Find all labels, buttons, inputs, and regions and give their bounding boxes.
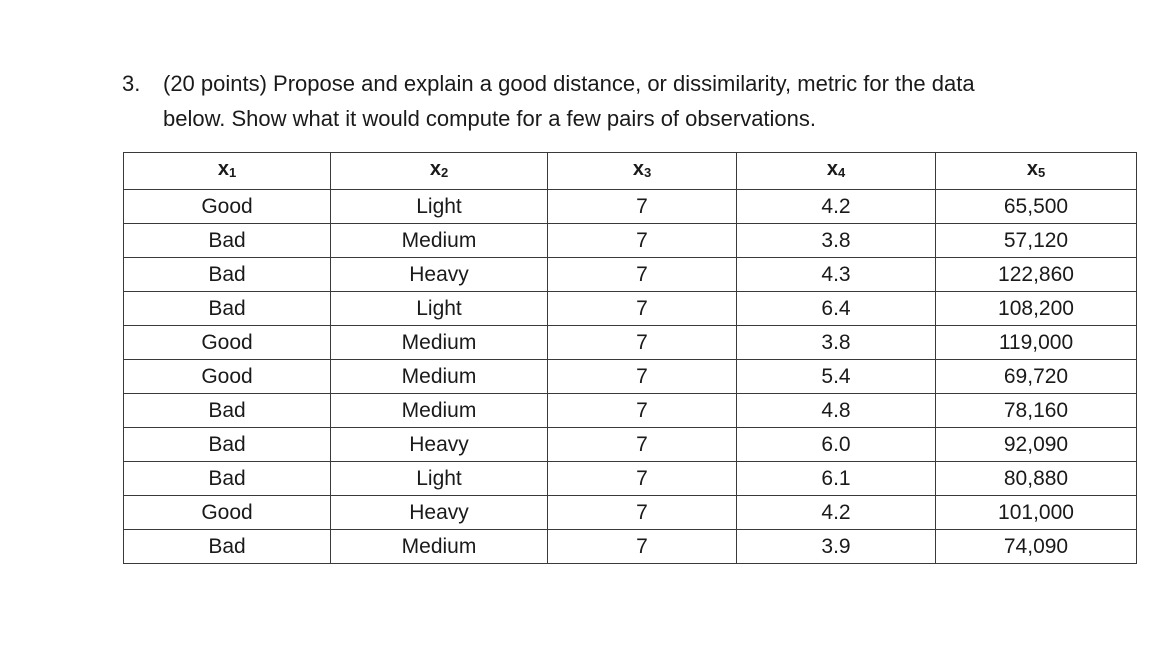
table-cell-x1: Good <box>123 325 331 360</box>
table-cell-x4: 3.8 <box>736 223 936 258</box>
table-cell-x3: 7 <box>547 495 737 530</box>
table-cell-x1: Good <box>123 189 331 224</box>
table-cell-x3: 7 <box>547 189 737 224</box>
table-cell-x4: 3.9 <box>736 529 936 564</box>
table-cell-x2: Medium <box>330 359 548 394</box>
table-cell-x3: 7 <box>547 223 737 258</box>
column-header-x3: x3 <box>547 152 737 190</box>
table-row: Good Medium 7 3.8 119,000 <box>123 325 1137 360</box>
table-cell-x5: 122,860 <box>935 257 1137 292</box>
table-row: Good Heavy 7 4.2 101,000 <box>123 495 1137 530</box>
table-cell-x4: 6.4 <box>736 291 936 326</box>
table-cell-x2: Heavy <box>330 495 548 530</box>
table-cell-x1: Bad <box>123 291 331 326</box>
question-prompt-line-1: (20 points) Propose and explain a good d… <box>163 71 975 96</box>
table-row: Good Medium 7 5.4 69,720 <box>123 359 1137 394</box>
table-cell-x5: 57,120 <box>935 223 1137 258</box>
table-cell-x4: 3.8 <box>736 325 936 360</box>
table-row: Good Light 7 4.2 65,500 <box>123 189 1137 224</box>
table-cell-x2: Medium <box>330 223 548 258</box>
table-row: Bad Heavy 7 4.3 122,860 <box>123 257 1137 292</box>
table-cell-x1: Bad <box>123 529 331 564</box>
table-cell-x5: 101,000 <box>935 495 1137 530</box>
table-cell-x2: Light <box>330 189 548 224</box>
table-cell-x5: 92,090 <box>935 427 1137 462</box>
table-cell-x5: 108,200 <box>935 291 1137 326</box>
table-row: Bad Medium 7 4.8 78,160 <box>123 393 1137 428</box>
question-text: 3. (20 points) Propose and explain a goo… <box>122 66 1122 136</box>
table-cell-x4: 5.4 <box>736 359 936 394</box>
table-cell-x1: Bad <box>123 257 331 292</box>
table-cell-x5: 80,880 <box>935 461 1137 496</box>
table-cell-x3: 7 <box>547 291 737 326</box>
table-row: Bad Light 7 6.1 80,880 <box>123 461 1137 496</box>
table-cell-x5: 119,000 <box>935 325 1137 360</box>
table-cell-x3: 7 <box>547 257 737 292</box>
data-table: x1 x2 x3 x4 x5 Good Light 7 4.2 65,500 Bad Med… <box>123 152 1137 564</box>
column-header-x2: x2 <box>330 152 548 190</box>
table-row: Bad Light 7 6.4 108,200 <box>123 291 1137 326</box>
table-cell-x4: 4.2 <box>736 495 936 530</box>
table-cell-x1: Good <box>123 495 331 530</box>
table-cell-x3: 7 <box>547 529 737 564</box>
table-row: Bad Heavy 7 6.0 92,090 <box>123 427 1137 462</box>
table-body: Good Light 7 4.2 65,500 Bad Medium 7 3.8 57,120 Ba… <box>123 189 1137 564</box>
table-cell-x2: Medium <box>330 325 548 360</box>
table-header-row: x1 x2 x3 x4 x5 <box>123 152 1137 190</box>
table-row: Bad Medium 7 3.8 57,120 <box>123 223 1137 258</box>
table-cell-x4: 6.1 <box>736 461 936 496</box>
question-number: 3. <box>122 71 141 96</box>
column-header-x4: x4 <box>736 152 936 190</box>
table-cell-x5: 65,500 <box>935 189 1137 224</box>
table-cell-x3: 7 <box>547 359 737 394</box>
column-header-x5: x5 <box>935 152 1137 190</box>
table-cell-x5: 69,720 <box>935 359 1137 394</box>
table-cell-x5: 78,160 <box>935 393 1137 428</box>
table-cell-x1: Good <box>123 359 331 394</box>
table-cell-x2: Heavy <box>330 257 548 292</box>
table-cell-x2: Medium <box>330 393 548 428</box>
table-cell-x1: Bad <box>123 223 331 258</box>
table-row: Bad Medium 7 3.9 74,090 <box>123 529 1137 564</box>
table-cell-x3: 7 <box>547 427 737 462</box>
question-line-1: 3. (20 points) Propose and explain a goo… <box>122 66 1122 101</box>
column-header-x1: x1 <box>123 152 331 190</box>
question-prompt-line-2: below. Show what it would compute for a … <box>163 106 817 131</box>
table-cell-x4: 4.8 <box>736 393 936 428</box>
table-cell-x2: Medium <box>330 529 548 564</box>
table-cell-x2: Light <box>330 291 548 326</box>
table-cell-x5: 74,090 <box>935 529 1137 564</box>
table-cell-x3: 7 <box>547 393 737 428</box>
table-cell-x1: Bad <box>123 393 331 428</box>
table-cell-x1: Bad <box>123 427 331 462</box>
question-line-2: below. Show what it would compute for a … <box>122 101 1122 136</box>
table-cell-x4: 6.0 <box>736 427 936 462</box>
table-cell-x3: 7 <box>547 325 737 360</box>
table-cell-x4: 4.2 <box>736 189 936 224</box>
table-cell-x1: Bad <box>123 461 331 496</box>
table-cell-x3: 7 <box>547 461 737 496</box>
table-cell-x2: Light <box>330 461 548 496</box>
table-cell-x2: Heavy <box>330 427 548 462</box>
table-cell-x4: 4.3 <box>736 257 936 292</box>
